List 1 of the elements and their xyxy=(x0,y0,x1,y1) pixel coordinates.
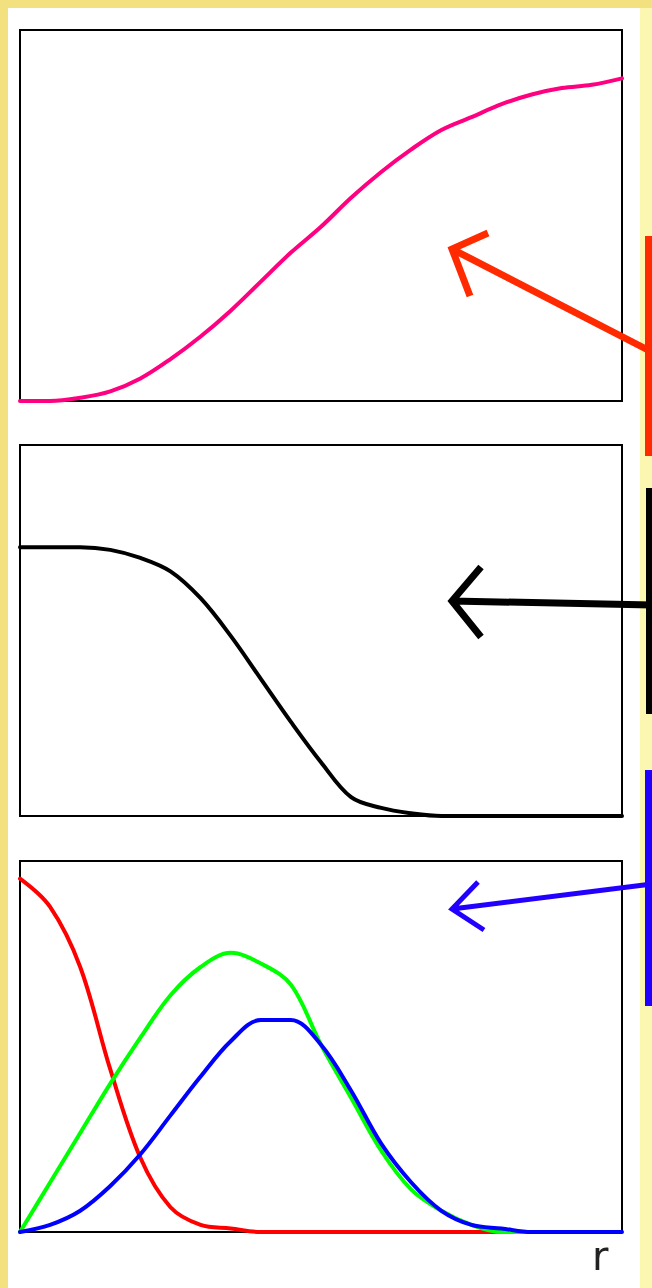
x-axis-title: r xyxy=(592,1233,609,1279)
